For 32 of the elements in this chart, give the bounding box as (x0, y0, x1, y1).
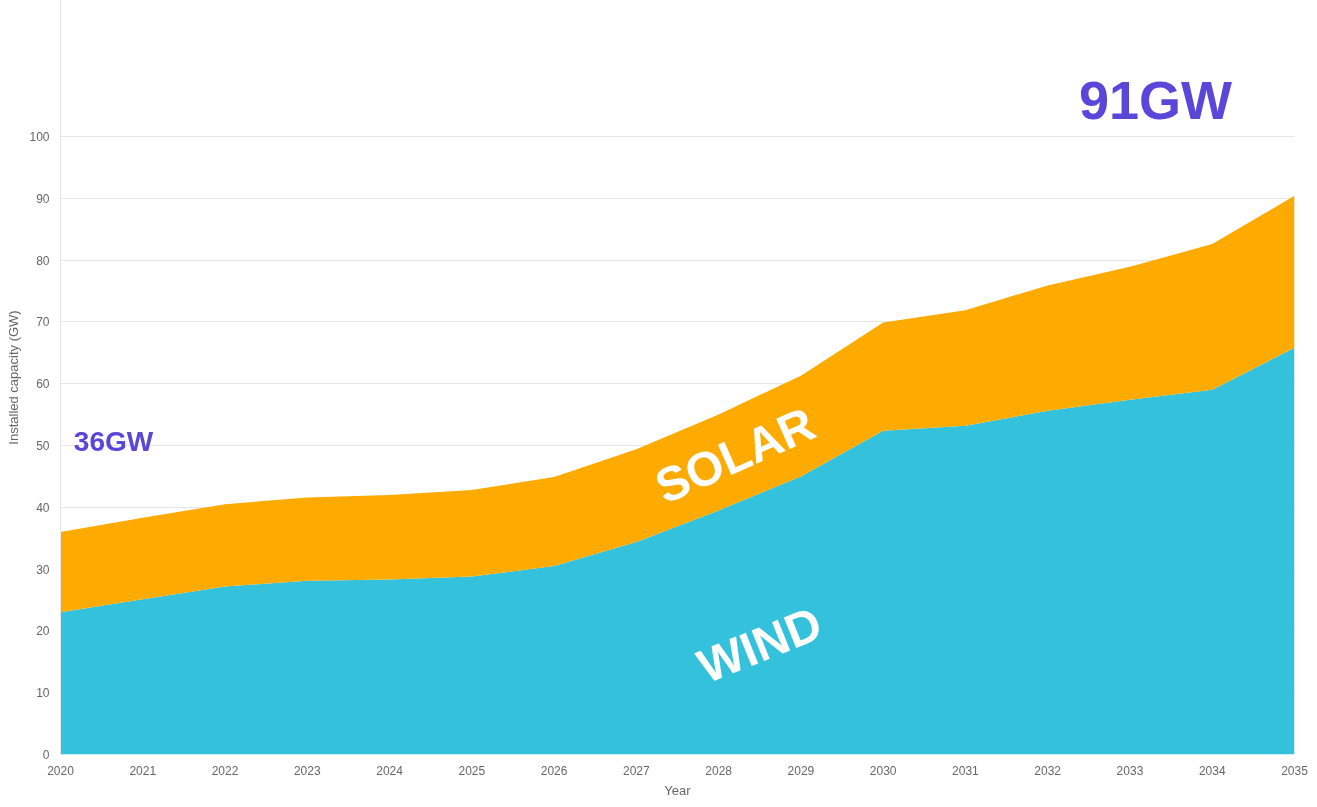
x-tick-label: 2032 (1034, 763, 1062, 778)
y-tick-label: 70 (36, 315, 50, 330)
y-tick-label: 60 (36, 377, 50, 392)
y-axis-title: Installed capacity (GW) (6, 310, 22, 445)
x-tick-label: 2024 (376, 763, 404, 778)
x-tick-label: 2026 (540, 763, 568, 778)
x-tick-label: 2033 (1116, 763, 1144, 778)
x-tick-label: 2030 (869, 763, 897, 778)
y-tick-label: 20 (36, 624, 50, 639)
x-tick-label: 2028 (705, 763, 733, 778)
x-tick-label: 2022 (211, 763, 239, 778)
x-tick-label: 2023 (293, 763, 321, 778)
x-axis-title: Year (664, 782, 692, 798)
series-label: WIND (690, 596, 830, 694)
y-tick-label: 10 (36, 686, 50, 701)
y-tick-label: 50 (36, 438, 50, 453)
x-tick-label: 2025 (458, 763, 486, 778)
y-tick-label: 90 (36, 191, 50, 206)
x-tick-label: 2035 (1281, 763, 1309, 778)
y-tick-label: 30 (36, 562, 50, 577)
x-tick-label: 2029 (787, 763, 815, 778)
annotation: 91GW (1078, 70, 1233, 131)
y-tick-label: 0 (42, 748, 50, 762)
y-tick-label: 40 (36, 500, 50, 515)
y-tick-label: 80 (36, 253, 50, 268)
annotation: 36GW (73, 425, 154, 457)
x-tick-label: 2034 (1198, 763, 1226, 778)
x-tick-label: 2021 (129, 763, 157, 778)
y-tick-label: 100 (29, 129, 50, 144)
x-tick-label: 2020 (47, 763, 75, 778)
x-tick-label: 2031 (952, 763, 980, 778)
x-tick-label: 2027 (623, 763, 651, 778)
